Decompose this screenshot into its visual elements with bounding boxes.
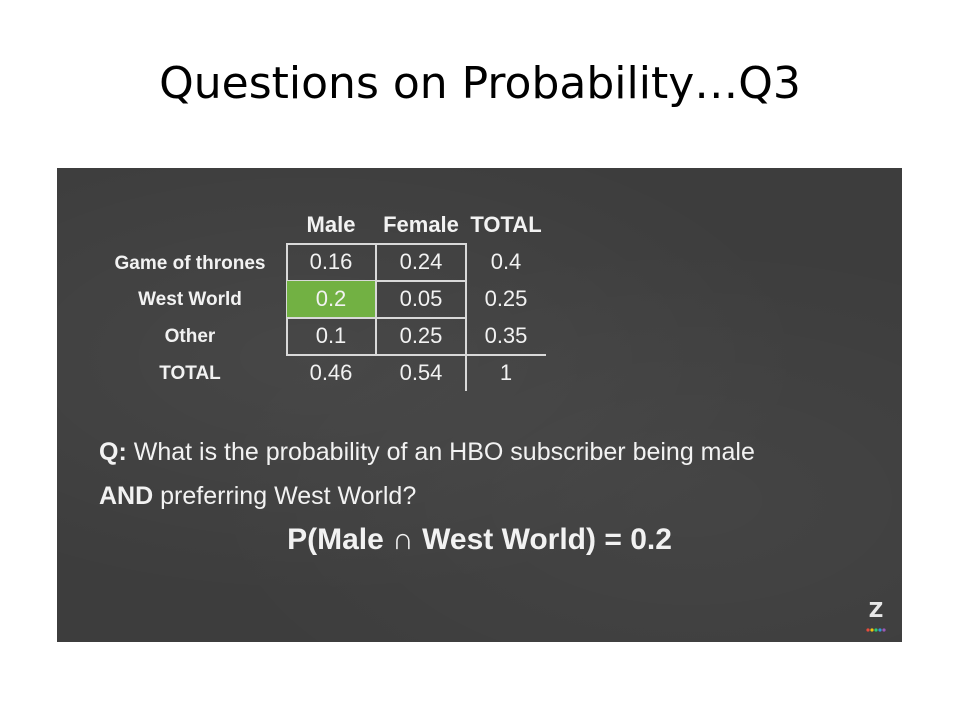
question-text: Q: What is the probability of an HBO sub… [99, 430, 879, 518]
question-line-2-text: preferring West World? [160, 482, 417, 510]
grid-line-row3 [286, 354, 546, 356]
cell-other-female: 0.25 [399, 323, 443, 348]
cell-total-total: 1 [499, 360, 513, 385]
logo-dots-icon [866, 628, 886, 632]
question-line-1-text: What is the probability of an HBO subscr… [133, 438, 755, 466]
chalkboard-image: Male Female TOTAL Game of thrones West W… [57, 168, 902, 642]
cell-got-male: 0.16 [309, 249, 353, 274]
grid-line-right [465, 243, 467, 391]
question-and: AND [99, 482, 154, 510]
cell-total-female: 0.54 [399, 360, 443, 385]
row-header-game-of-thrones: Game of thrones [114, 253, 266, 274]
question-line-2: AND preferring West World? [99, 474, 879, 518]
answer-formula: P(Male ∩ West World) = 0.2 [287, 523, 672, 556]
question-line-1: Q: What is the probability of an HBO sub… [99, 430, 879, 474]
cell-westworld-total: 0.25 [484, 286, 528, 311]
slide-title: Questions on Probability…Q3 [159, 58, 801, 109]
cell-got-female: 0.24 [399, 249, 443, 274]
row-header-total: TOTAL [159, 363, 221, 384]
row-header-other: Other [164, 326, 216, 347]
column-header-male: Male [306, 212, 356, 237]
row-header-west-world: West World [138, 289, 242, 310]
cell-westworld-female: 0.05 [399, 286, 443, 311]
column-header-female: Female [383, 212, 459, 237]
grid-line-left [286, 243, 288, 355]
column-header-total: TOTAL [470, 212, 542, 237]
cell-other-male: 0.1 [315, 323, 347, 348]
cell-other-total: 0.35 [484, 323, 528, 348]
grid-line-mid [375, 243, 377, 355]
z-logo-icon: Z [866, 598, 886, 632]
logo-letter: Z [868, 598, 884, 622]
cell-westworld-male: 0.2 [315, 286, 347, 311]
cell-got-total: 0.4 [490, 249, 522, 274]
question-prefix: Q: [99, 438, 127, 466]
highlight-cell-bg [287, 281, 375, 317]
cell-total-male: 0.46 [309, 360, 353, 385]
